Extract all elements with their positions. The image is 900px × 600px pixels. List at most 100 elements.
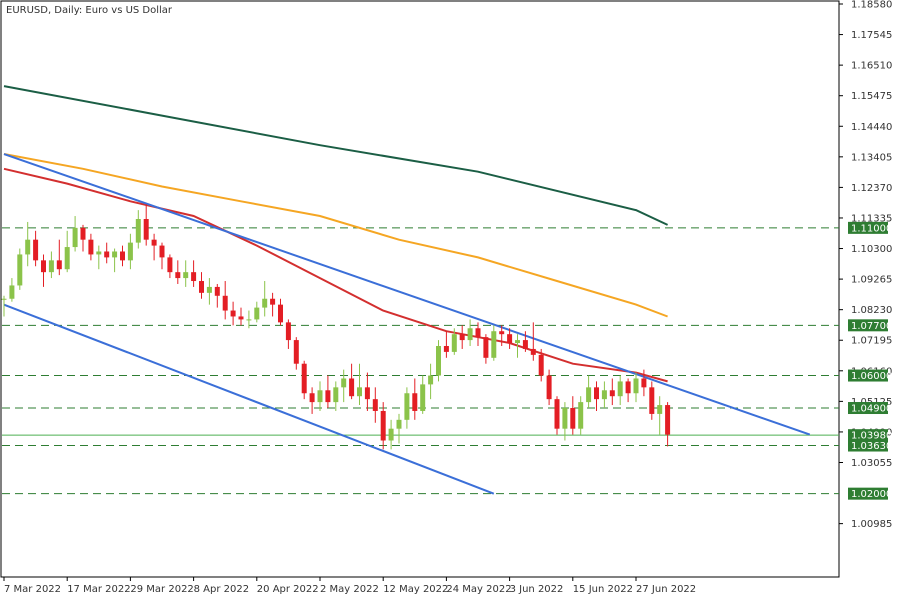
candle[interactable] [112,248,118,273]
candle[interactable] [530,322,536,361]
candle[interactable] [428,363,434,400]
plot-area[interactable] [0,0,840,578]
candle[interactable] [88,233,94,261]
candle[interactable] [491,325,497,361]
candle[interactable] [412,378,418,420]
candle[interactable] [396,413,402,444]
candle[interactable] [33,230,39,267]
candle[interactable] [9,278,15,302]
candle[interactable] [72,216,78,252]
candle[interactable] [554,396,560,435]
candle[interactable] [546,369,552,406]
candle[interactable] [633,372,639,403]
candle-body [538,354,544,376]
candle[interactable] [467,319,473,346]
candle[interactable] [388,419,394,450]
candle[interactable] [1,295,7,317]
candle[interactable] [278,298,283,326]
candle[interactable] [404,387,410,429]
candle[interactable] [333,381,339,411]
candle[interactable] [483,334,489,364]
candle[interactable] [594,381,599,411]
candle[interactable] [120,245,125,267]
candle[interactable] [293,337,299,370]
candle[interactable] [625,378,631,403]
candle[interactable] [601,381,607,409]
candle[interactable] [183,260,189,287]
candle[interactable] [41,254,46,287]
candle[interactable] [56,239,62,276]
candle[interactable] [507,328,513,349]
moving-average-line[interactable] [3,85,669,226]
candle[interactable] [657,396,663,435]
candle[interactable] [325,375,331,409]
candle[interactable] [317,381,323,411]
candle[interactable] [159,242,165,270]
candle[interactable] [499,325,505,346]
moving-average-line[interactable] [3,167,668,383]
candle[interactable] [309,387,315,414]
candle[interactable] [191,260,197,287]
candle[interactable] [214,283,220,308]
candle[interactable] [522,331,528,352]
candle[interactable] [25,221,31,267]
candle[interactable] [222,281,228,320]
candle[interactable] [48,251,54,279]
candle[interactable] [372,387,378,423]
candle[interactable] [357,363,362,406]
candle[interactable] [665,402,671,447]
candle[interactable] [609,378,615,406]
level-price-label: 1.03980 [851,431,892,442]
candle[interactable] [586,375,592,409]
candle[interactable] [570,396,576,435]
candle[interactable] [199,272,204,299]
candle-body [665,405,671,435]
candle[interactable] [246,310,252,329]
candle[interactable] [649,381,655,420]
candle-body [412,393,418,411]
candle[interactable] [151,233,157,261]
candle[interactable] [562,402,568,441]
candle[interactable] [436,340,441,382]
candle[interactable] [143,204,149,246]
candle[interactable] [175,260,181,284]
candle[interactable] [443,331,449,358]
candle[interactable] [64,230,70,273]
chart-title: EURUSD, Daily: Euro vs US Dollar [6,5,173,16]
candle[interactable] [135,210,141,249]
candle[interactable] [167,254,173,279]
candle[interactable] [17,248,23,290]
candle-body [293,340,299,364]
candle[interactable] [364,372,370,411]
candle[interactable] [238,307,244,326]
candle[interactable] [515,334,520,358]
trend-line[interactable] [3,153,811,436]
candle-body [214,286,220,296]
candle[interactable] [349,363,355,400]
candle[interactable] [127,233,133,270]
candle[interactable] [285,319,291,349]
moving-average-line[interactable] [3,153,668,318]
candle[interactable] [538,348,544,382]
candle[interactable] [459,325,465,349]
candle[interactable] [475,322,481,346]
candle[interactable] [301,360,307,400]
candle[interactable] [206,278,212,305]
candle[interactable] [380,402,386,450]
trend-line[interactable] [3,303,495,495]
candle[interactable] [270,292,276,317]
candle[interactable] [96,245,102,270]
candle-body [104,251,110,258]
candle[interactable] [617,375,623,406]
candle[interactable] [341,369,347,403]
candle[interactable] [641,369,647,397]
candle[interactable] [80,224,86,252]
candle[interactable] [230,301,236,326]
candle[interactable] [578,396,584,435]
candle[interactable] [262,281,268,317]
candle[interactable] [451,328,457,355]
candle[interactable] [254,301,260,323]
candle[interactable] [104,242,110,264]
candle[interactable] [420,375,426,414]
